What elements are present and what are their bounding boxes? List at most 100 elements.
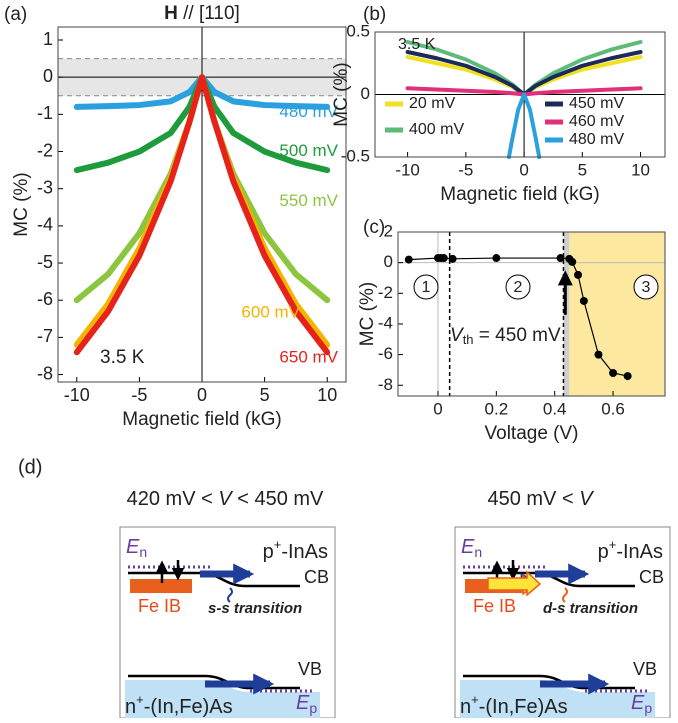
y-tick-label: -4: [37, 215, 53, 235]
chart: (c) 0 0.2 0.4 0.6 2 0 -2 -4 -6 -8 Voltage (V) MC (%)…: [357, 217, 666, 444]
heading-var: V: [218, 488, 233, 510]
heading: 420 mV < V < 450 mV: [127, 488, 324, 510]
series-label: 500 mV: [279, 141, 338, 160]
highlight-region: [569, 232, 665, 396]
series-label: 550 mV: [279, 191, 338, 210]
ep-label: Ep: [631, 692, 652, 715]
y-tick-label: 2: [384, 221, 393, 240]
plot-frame: [397, 231, 666, 397]
region-label: 1: [422, 279, 431, 296]
region-label: 2: [514, 279, 523, 296]
legend-label: 20 mV: [409, 95, 456, 112]
region-marker: [633, 274, 659, 300]
legend-label: 460 mV: [569, 113, 624, 130]
x-tick-label: 10: [631, 160, 650, 179]
layer-part: p: [598, 541, 609, 563]
subscript: p: [309, 700, 317, 716]
ep-label: Ep: [296, 692, 317, 715]
symbol: E: [631, 692, 645, 714]
bottom-layer: n+-(In,Fe)As: [460, 692, 568, 718]
y-tick-label: -3: [37, 177, 53, 197]
bottom-layer: n+-(In,Fe)As: [125, 692, 233, 718]
layer-part: -InAs: [281, 541, 328, 563]
transition-label: d-s transition: [543, 600, 638, 617]
panel-label: (d): [18, 456, 42, 478]
symbol: E: [461, 536, 475, 558]
yellow-arrow: [487, 570, 542, 597]
y-tick-label: -8: [378, 375, 393, 394]
y-tick-label: -6: [37, 289, 53, 309]
threshold-sub: th: [463, 332, 474, 347]
y-axis-label: MC (%): [331, 62, 352, 126]
plot-frame: [374, 31, 666, 158]
vb-label: VB: [298, 659, 322, 679]
x-tick-label: 0: [519, 160, 528, 179]
plot-frame: [57, 26, 347, 383]
region-label: 3: [642, 279, 651, 296]
y-tick-label: -2: [378, 283, 393, 302]
symbol: E: [296, 692, 310, 714]
data-point: [574, 270, 583, 279]
fe-ib-label: Fe IB: [473, 596, 516, 616]
region-marker: [505, 274, 531, 300]
x-axis-label: Voltage (V): [485, 423, 579, 444]
y-axis-label: MC (%): [11, 172, 32, 236]
region-marker: [413, 274, 439, 300]
y-tick-label: -7: [37, 326, 53, 346]
heading: 450 mV < V: [487, 488, 594, 510]
x-tick-label: -10: [395, 160, 420, 179]
relax-arrow: [562, 587, 568, 603]
diagram-left: 420 mV < V < 450 mV: [127, 488, 324, 510]
data-point: [568, 257, 577, 266]
heading-part: 420 mV <: [127, 488, 219, 510]
panel-label: (b): [363, 4, 386, 25]
y-tick-label: -5: [37, 252, 53, 272]
layer-part: -InAs: [616, 541, 663, 563]
layer-sup: +: [274, 537, 282, 552]
x-tick-label: 0.2: [485, 399, 509, 418]
symbol: E: [126, 536, 140, 558]
layer-part: n: [125, 696, 136, 718]
series-label: 600 mV: [241, 303, 300, 322]
annotation: 3.5 K: [398, 36, 436, 53]
heading-var: V: [579, 488, 594, 510]
heading-part: < 450 mV: [232, 488, 324, 510]
x-tick-label: 0.4: [543, 399, 567, 418]
data-point: [579, 296, 588, 305]
layer-part: -(In,Fe)As: [144, 696, 233, 718]
subscript: p: [644, 700, 652, 716]
x-tick-label: -5: [458, 160, 473, 179]
cb-label: CB: [639, 567, 664, 587]
y-tick-label: 0: [361, 84, 370, 103]
x-tick-label: 0: [197, 385, 207, 405]
layer-sup: +: [471, 692, 479, 707]
y-axis-label: MC (%): [357, 282, 378, 346]
y-tick-label: 0: [43, 66, 53, 86]
panel-label: (a): [4, 4, 27, 25]
y-tick-label: -8: [37, 363, 53, 383]
y-tick-label: 1: [43, 29, 53, 49]
series-label: 650 mV: [279, 347, 338, 366]
x-tick-label: 5: [260, 385, 270, 405]
data-point: [448, 254, 457, 263]
x-tick-label: 0: [433, 399, 442, 418]
y-tick-label: -4: [378, 313, 393, 332]
cb-label: CB: [304, 567, 329, 587]
subscript: n: [474, 544, 482, 560]
data-point: [556, 254, 565, 263]
subscript: n: [139, 544, 147, 560]
en-label: En: [126, 536, 147, 559]
fe-ib-label: Fe IB: [138, 596, 181, 616]
chart-title: H // [110]: [164, 3, 240, 24]
series-line: [506, 92, 542, 159]
en-label: En: [461, 536, 482, 559]
y-tick-label: -1: [37, 103, 53, 123]
x-axis-label: Magnetic field (kG): [440, 184, 599, 205]
legend-label: 450 mV: [569, 95, 624, 112]
series-label: 480 mV: [279, 102, 338, 121]
x-tick-label: -10: [64, 385, 90, 405]
layer-sup: +: [609, 537, 617, 552]
